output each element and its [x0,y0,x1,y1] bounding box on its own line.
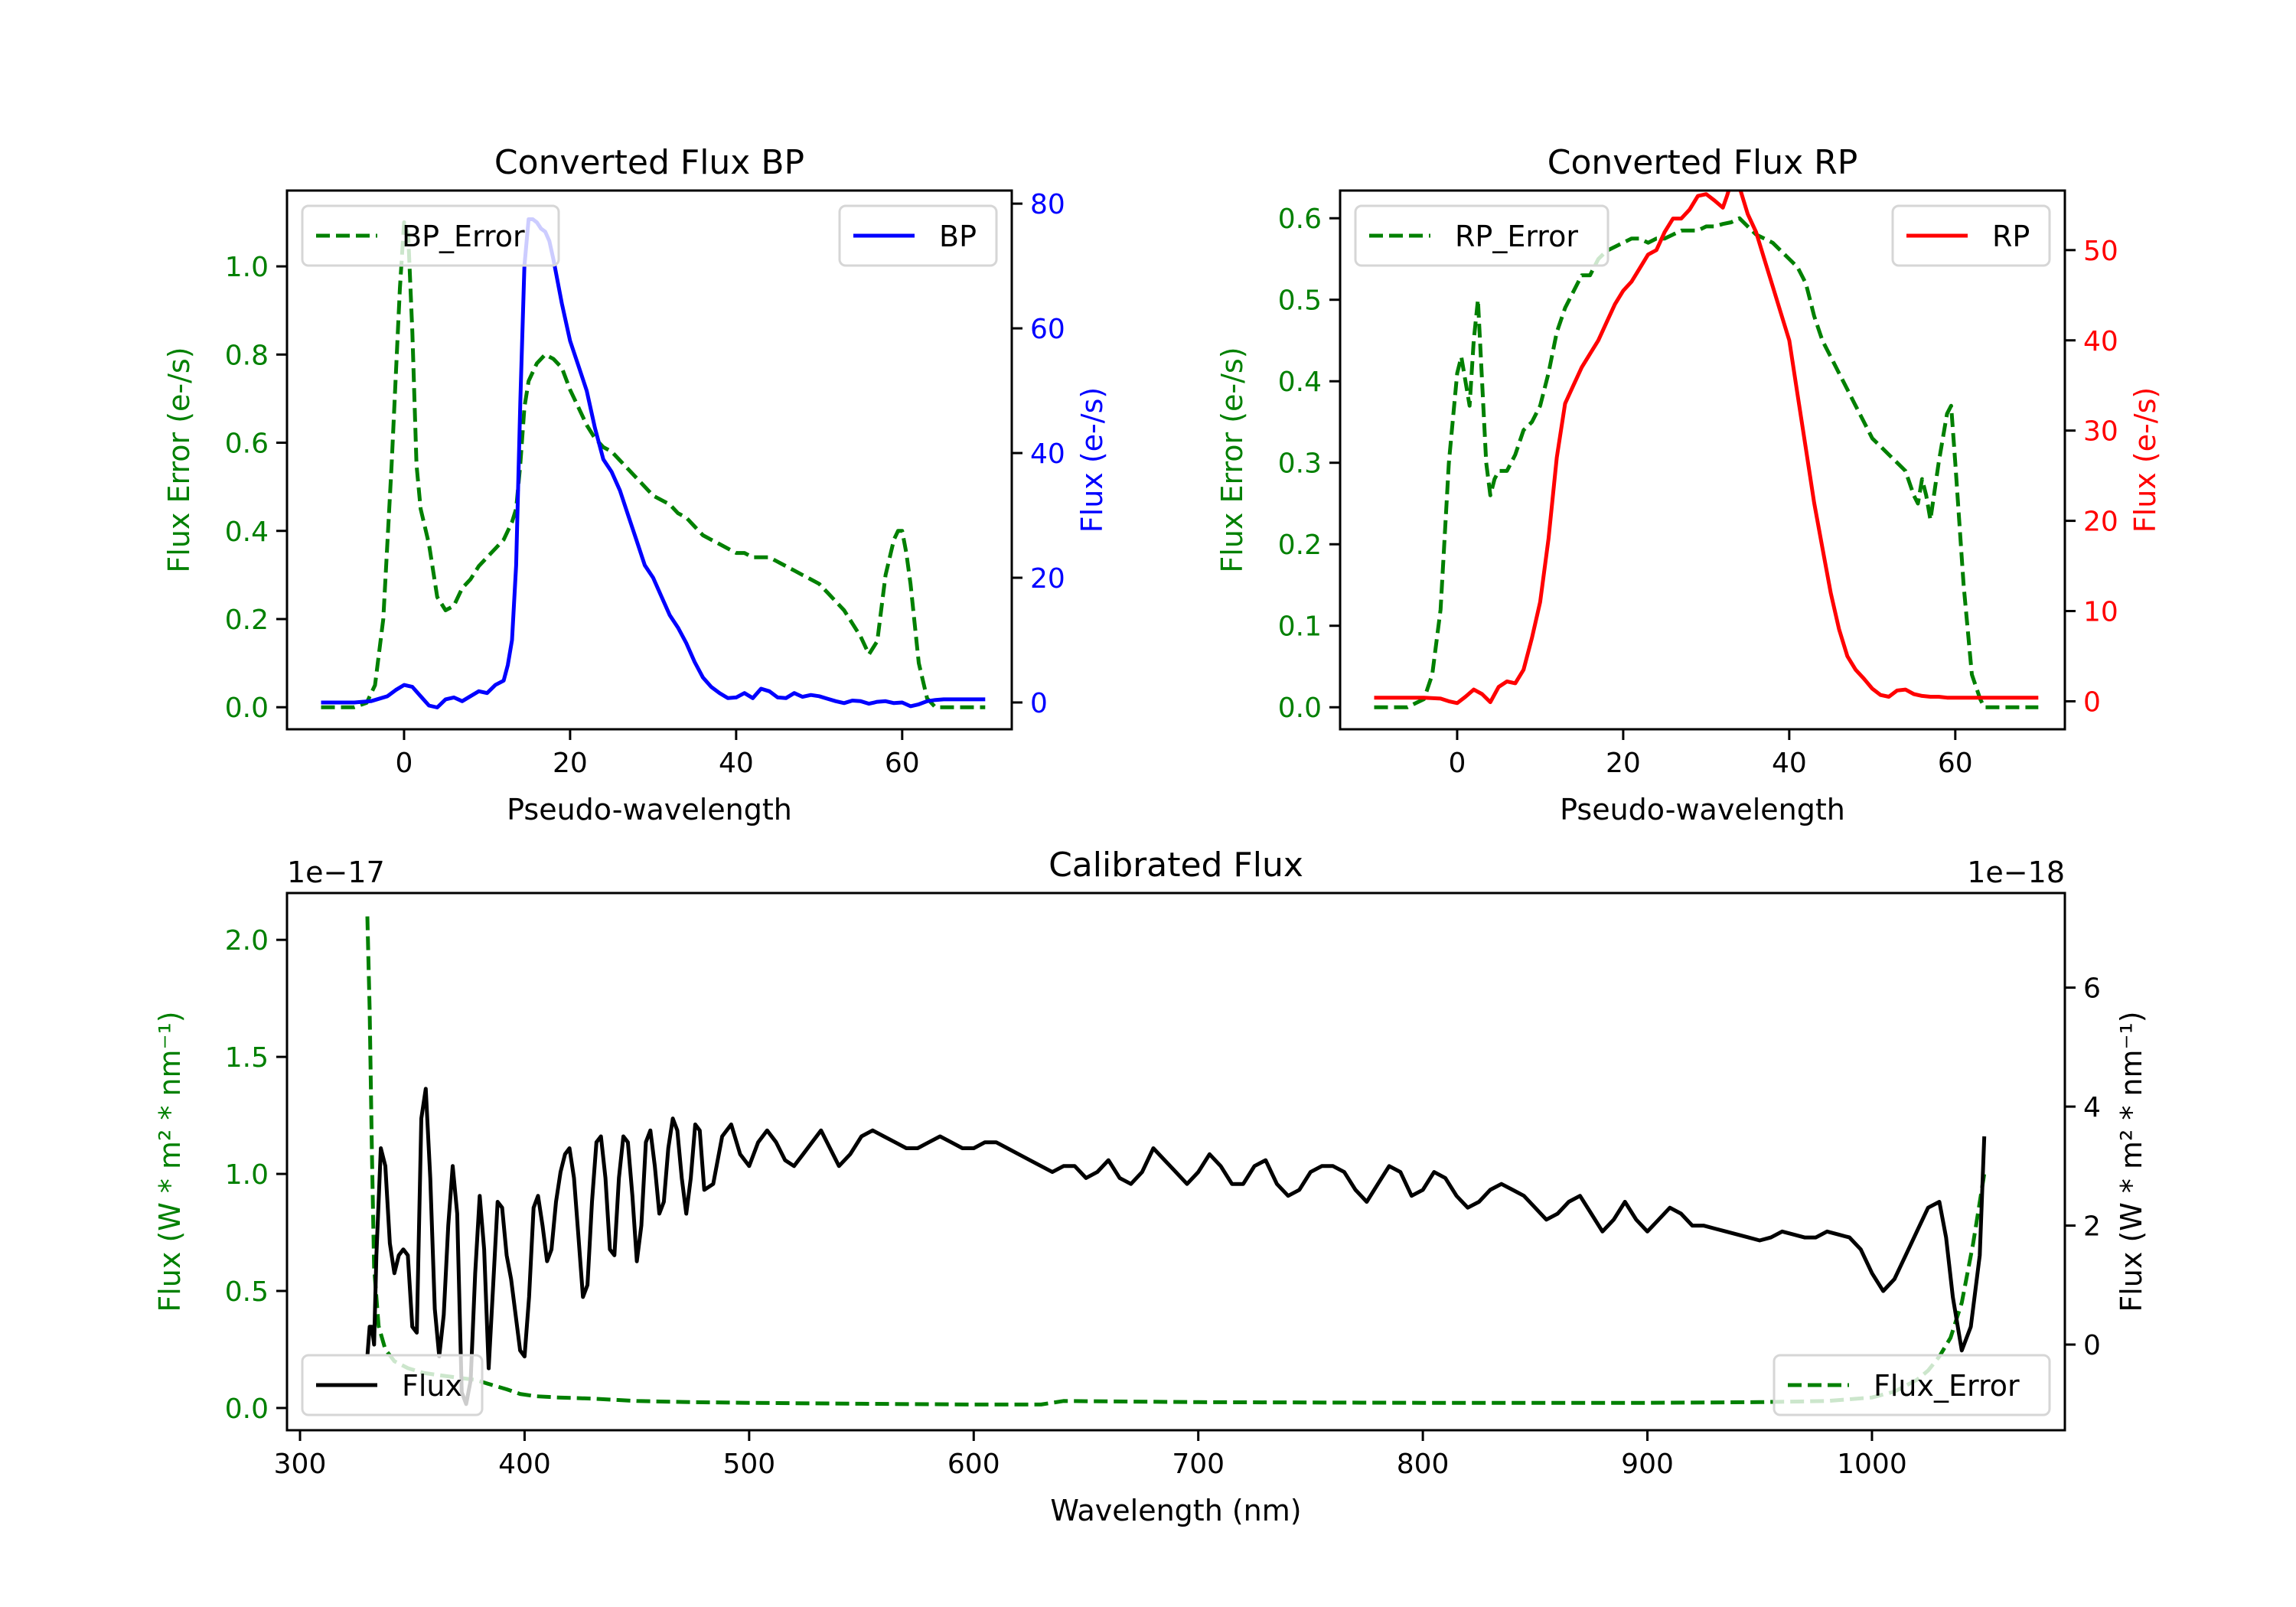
y-left-axis-label: Flux (W * m² * nm⁻¹) [153,1011,187,1312]
legend-label: Flux_Error [1874,1369,2020,1403]
x-tick-label: 400 [498,1449,551,1480]
y-right-tick-label: 10 [2083,597,2118,628]
x-tick-label: 600 [947,1449,1000,1480]
legend-right: BP [838,204,998,267]
legend-left: Flux [301,1354,484,1416]
legend-right: Flux_Error [1773,1354,2051,1416]
chart-rp: 0 20 40 60 0.0 0.1 0.2 0.3 0.4 0.5 0.6 0 10 20 30 40 50 C… [1215,143,2162,826]
plot-frame [1339,189,2066,731]
y-right-axis-label: Flux (e-/s) [2128,387,2162,533]
y-left-tick-label: 2.0 [225,925,269,957]
x-tick-label: 800 [1397,1449,1450,1480]
x-tick-label: 40 [1772,748,1807,779]
y-right-tick-label: 80 [1030,189,1065,220]
series-line-flux [365,1087,1987,1407]
y-right-axis-label: Flux (e-/s) [1075,387,1109,533]
legend-box [1891,204,2051,267]
x-tick-label: 20 [553,748,588,779]
y-right-tick-label: 30 [2083,416,2118,448]
legend-box [301,1354,484,1416]
y-right-tick-label: 20 [2083,507,2118,538]
x-tick-label: 0 [395,748,413,779]
series-line-rp-error [1374,216,2039,709]
y-right-tick-label: 40 [2083,326,2118,357]
y-right-tick-label: 20 [1030,563,1065,595]
y-left-tick-label: 0.6 [225,429,269,460]
legend-box [838,204,998,267]
chart-title: Converted Flux BP [494,143,804,182]
legend-label: BP [939,220,977,253]
x-axis-label: Wavelength (nm) [1050,1494,1301,1527]
y-left-tick-label: 0.8 [225,340,269,371]
legend-label: RP_Error [1455,220,1578,253]
x-tick-label: 500 [722,1449,775,1480]
chart-title: Converted Flux RP [1548,143,1858,182]
y-left-tick-label: 1.0 [225,1159,269,1191]
y-right-tick-label: 4 [2083,1092,2101,1123]
x-tick-label: 1000 [1837,1449,1907,1480]
x-tick-label: 700 [1172,1449,1225,1480]
y-left-axis-label: Flux Error (e-/s) [1215,347,1249,572]
y-left-axis-label: Flux Error (e-/s) [162,347,196,572]
y-right-tick-label: 50 [2083,236,2118,267]
legend-box [1773,1354,2051,1416]
y-left-tick-label: 0.4 [1278,367,1322,398]
plot-frame [285,189,1013,731]
y-right-offset-text: 1e−18 [1967,856,2065,889]
x-tick-label: 0 [1448,748,1466,779]
legend-label: BP_Error [402,220,525,253]
x-tick-label: 20 [1606,748,1641,779]
y-left-tick-label: 0.1 [1278,611,1322,643]
legend-label: RP [1992,220,2030,253]
y-left-offset-text: 1e−17 [287,856,385,889]
x-axis-label: Pseudo-wavelength [507,793,792,826]
series-line-bp-error [321,220,986,709]
y-right-tick-label: 40 [1030,438,1065,470]
y-right-tick-label: 60 [1030,314,1065,345]
x-tick-label: 60 [1938,748,1973,779]
x-axis-label: Pseudo-wavelength [1560,793,1845,826]
y-left-tick-label: 1.5 [225,1042,269,1074]
y-right-axis-label: Flux (W * m² * nm⁻¹) [2115,1011,2148,1312]
x-tick-label: 40 [719,748,754,779]
series-line-rp [1374,191,2039,706]
y-left-tick-label: 0.0 [225,1393,269,1425]
plot-frame [285,892,2066,1432]
y-right-tick-label: 0 [2083,1330,2101,1361]
y-left-tick-label: 0.6 [1278,204,1322,235]
series-line-flux-error [365,916,1987,1407]
y-right-tick-label: 0 [2083,686,2101,718]
y-left-tick-label: 1.0 [225,252,269,283]
y-right-tick-label: 6 [2083,973,2101,1005]
y-left-tick-label: 0.3 [1278,448,1322,480]
x-tick-label: 300 [274,1449,327,1480]
y-right-tick-label: 2 [2083,1211,2101,1243]
chart-bp: 0 20 40 60 0.0 0.2 0.4 0.6 0.8 1.0 0 20 40 60 80 Conver… [162,143,1109,826]
y-left-tick-label: 0.0 [225,693,269,724]
legend-label: Flux [402,1369,462,1403]
y-left-tick-label: 0.0 [1278,693,1322,724]
legend-box [1354,204,1609,267]
series-line-bp [321,217,986,709]
legend-right: RP [1891,204,2051,267]
y-right-tick-label: 0 [1030,688,1048,719]
y-left-tick-label: 0.4 [225,517,269,548]
legend-left: BP_Error [301,204,560,267]
y-left-tick-label: 0.5 [1278,285,1322,317]
chart-calibrated: 300 400 500 600 700 800 900 1000 0.0 0.5 1.0 1.5 2.0… [153,846,2148,1527]
y-left-tick-label: 0.5 [225,1276,269,1308]
y-left-tick-label: 0.2 [1278,530,1322,561]
y-left-tick-label: 0.2 [225,605,269,636]
chart-title: Calibrated Flux [1049,846,1303,885]
x-tick-label: 60 [885,748,920,779]
x-tick-label: 900 [1621,1449,1674,1480]
legend-left: RP_Error [1354,204,1609,267]
legend-box [301,204,560,267]
